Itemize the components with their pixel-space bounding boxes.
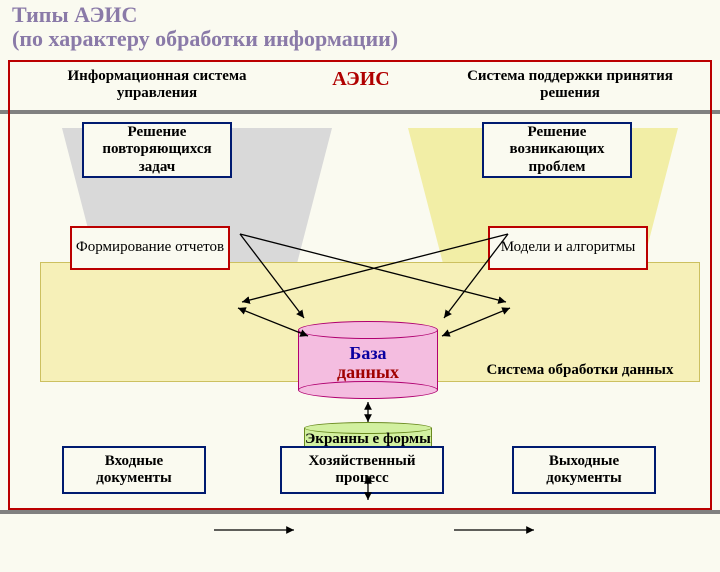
box-out: Выходные документы (512, 446, 656, 494)
database-cylinder: Базаданных (298, 330, 438, 400)
box-resh-left: Решение повторяющихся задач (82, 122, 232, 178)
box-form: Формирование отчетов (70, 226, 230, 270)
header-right: Система поддержки принятия решения (460, 68, 680, 103)
diagram-frame: Информационная система управления АЭИС С… (8, 60, 712, 510)
box-models: Модели и алгоритмы (488, 226, 648, 270)
header-left: Информационная система управления (42, 68, 272, 103)
header-center: АЭИС (306, 68, 416, 91)
box-in: Входные документы (62, 446, 206, 494)
box-proc: Хозяйственный процесс (280, 446, 444, 494)
title-line-2: (по характеру обработки информации) (12, 26, 398, 52)
db-label-1: База (298, 344, 438, 363)
box-resh-right: Решение возникающих проблем (482, 122, 632, 178)
db-label-2: данных (298, 363, 438, 382)
title-line-1: Типы АЭИС (12, 2, 137, 28)
data-processing-label: Система обработки данных (480, 362, 680, 379)
